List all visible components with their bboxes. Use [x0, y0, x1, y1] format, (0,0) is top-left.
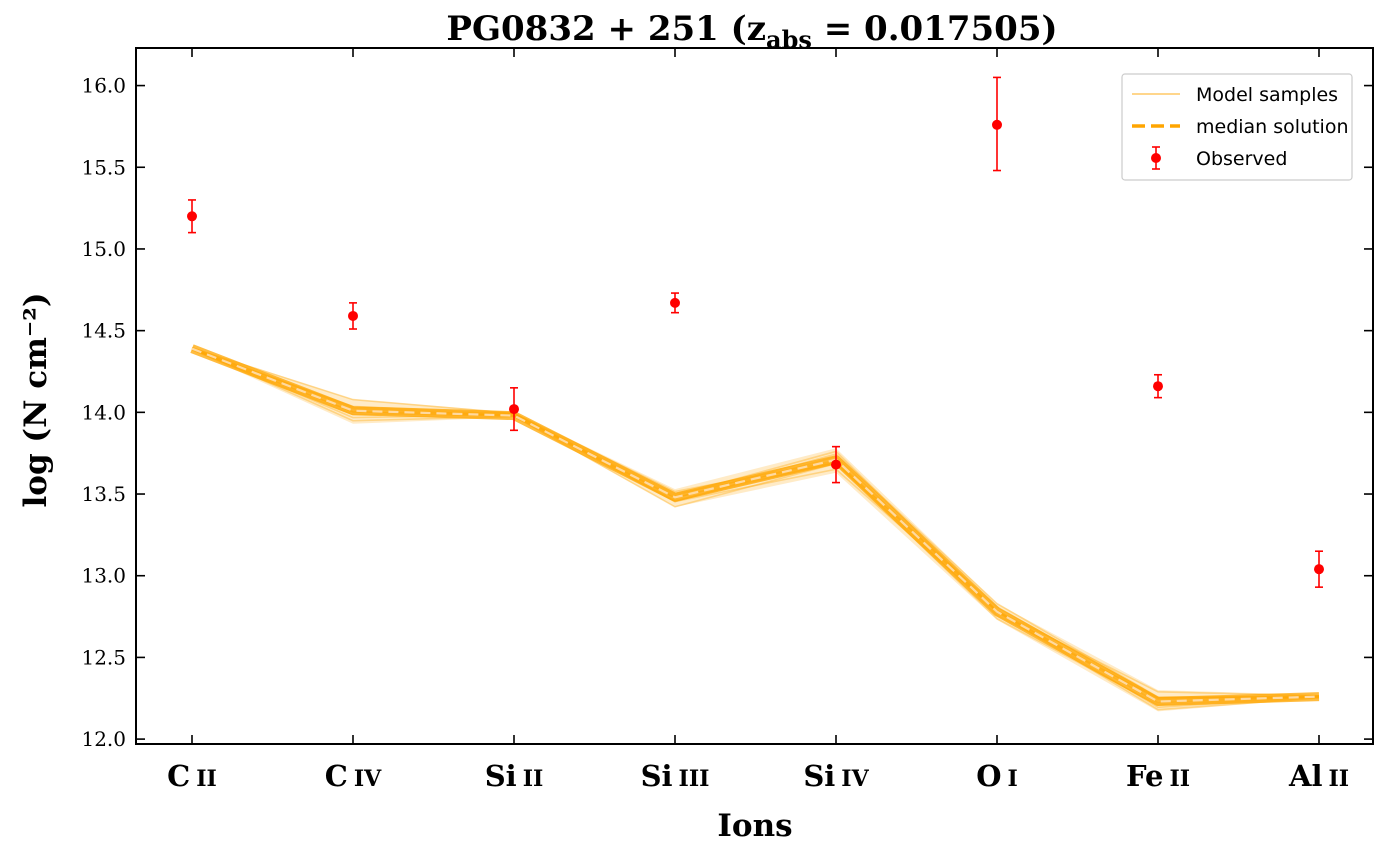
title-end: = 0.017505) — [812, 9, 1058, 49]
ion-element: Al — [1288, 759, 1323, 793]
ion-stage: III — [679, 766, 710, 792]
observed-point — [670, 297, 680, 308]
x-tick-label: Fe II — [1126, 759, 1190, 793]
ion-stage: IV — [354, 766, 382, 792]
legend-observed-label: Observed — [1196, 148, 1287, 170]
x-tick-label: Si III — [641, 759, 710, 793]
ion-stage: II — [523, 766, 544, 792]
observed-point — [509, 404, 519, 415]
observed-point — [1314, 564, 1324, 575]
legend-observed-marker — [1151, 153, 1161, 163]
x-tick-label: Si II — [485, 759, 544, 793]
ion-stage: II — [1328, 766, 1349, 792]
model-sample-line — [191, 347, 1320, 698]
observed-point — [1153, 381, 1163, 392]
y-tick-label: 13.5 — [81, 482, 126, 506]
ion-element: Si — [641, 759, 673, 793]
observed-point — [831, 459, 841, 470]
plot-area: 12.012.513.013.514.014.515.015.516.0C II C… — [81, 47, 1374, 793]
ion-stage: I — [1007, 766, 1017, 792]
y-tick-label: 15.0 — [81, 237, 126, 261]
observed-point — [348, 310, 358, 321]
y-tick-label: 12.5 — [81, 645, 126, 669]
legend-frame — [1121, 73, 1353, 181]
x-tick-label: Al II — [1288, 759, 1349, 793]
y-tick-label: 14.0 — [81, 400, 126, 424]
ion-element: Si — [485, 759, 517, 793]
ion-element: Fe — [1126, 759, 1163, 793]
ion-element: C — [325, 759, 348, 793]
x-tick-label: C IV — [325, 759, 382, 793]
model-samples-band — [192, 346, 1319, 712]
x-tick-label: C II — [167, 759, 217, 793]
x-tick-label: Si IV — [803, 759, 869, 793]
y-tick-label: 14.5 — [81, 319, 126, 343]
ion-element: C — [167, 759, 190, 793]
x-axis-label: Ions — [717, 808, 792, 844]
y-tick-label: 16.0 — [81, 74, 126, 98]
observed-point — [187, 211, 197, 222]
y-tick-label: 12.0 — [81, 727, 126, 751]
title-subscript: abs — [766, 25, 812, 54]
ion-stage: II — [1169, 766, 1190, 792]
median-solution-line — [191, 347, 1320, 703]
y-tick-label: 15.5 — [81, 155, 126, 179]
ion-stage: II — [196, 766, 217, 792]
y-tick-label: 13.0 — [81, 564, 126, 588]
ion-element: O — [976, 759, 1001, 793]
legend-median-label: median solution — [1196, 116, 1349, 138]
title-main: PG0832 + 251 (z — [446, 9, 766, 49]
ion-stage: IV — [841, 766, 869, 792]
plot-frame — [135, 47, 1374, 745]
observed-point — [992, 119, 1002, 130]
legend: Model samples median solution Observed — [1121, 73, 1353, 181]
ion-element: Si — [803, 759, 835, 793]
chart-title: PG0832 + 251 (zabs = 0.017505) — [446, 9, 1057, 54]
legend-model-samples-label: Model samples — [1196, 84, 1338, 106]
y-axis-label: log (N cm⁻²) — [18, 292, 54, 507]
